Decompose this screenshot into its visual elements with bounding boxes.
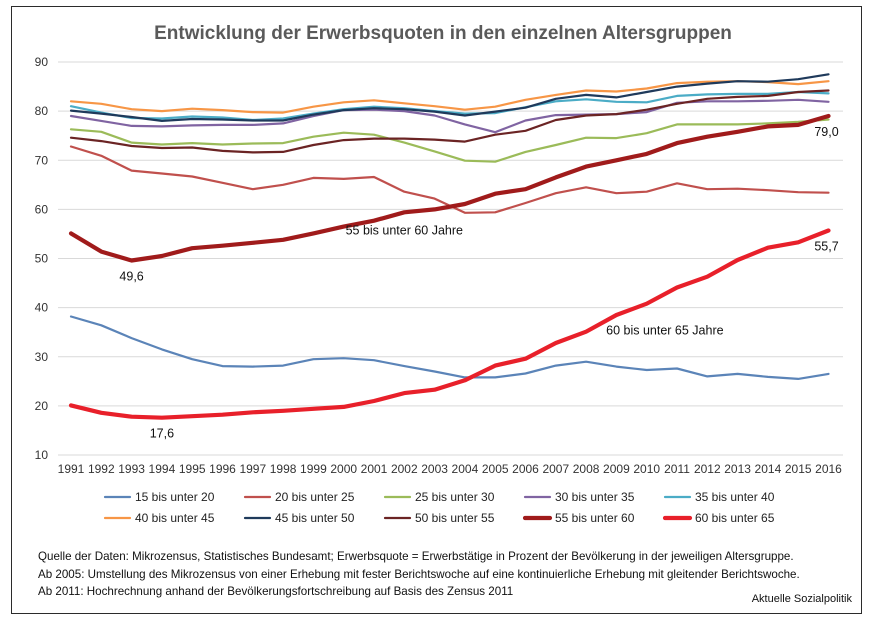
x-tick-label: 2001 [361,462,388,476]
legend: 15 bis unter 20 20 bis unter 25 25 bis unt… [103,490,775,525]
x-tick-label: 2012 [694,462,721,476]
data-annotation: 17,6 [150,427,174,441]
grid [58,61,843,456]
legend-label: 25 bis unter 30 [415,490,495,504]
x-tick-label: 1997 [239,462,266,476]
x-tick-label: 1992 [88,462,115,476]
x-tick-label: 2009 [603,462,630,476]
series-line [69,80,830,114]
series-line [68,113,831,263]
legend-label: 20 bis unter 25 [275,490,355,504]
y-tick-label: 20 [35,399,49,413]
x-tick-label: 1998 [270,462,297,476]
legend-label: 45 bis unter 50 [275,511,355,525]
x-tick-label: 2005 [482,462,509,476]
y-tick-label: 50 [35,252,49,266]
x-tick-label: 2008 [573,462,600,476]
legend-label: 15 bis unter 20 [135,490,215,504]
series-line [69,89,830,154]
x-tick-label: 2013 [724,462,751,476]
x-tick-label: 1994 [149,462,176,476]
legend-label: 35 bis unter 40 [695,490,775,504]
x-tick-label: 1999 [300,462,327,476]
chart-title: Entwicklung der Erwerbsquoten in den ein… [154,23,732,44]
series-line [69,118,830,163]
y-tick-label: 30 [35,350,49,364]
note-source: Quelle der Daten: Mikrozensus, Statistis… [38,550,794,563]
note-2011: Ab 2011: Hochrechnung anhand der Bevölke… [38,585,514,599]
data-annotation: 55,7 [814,239,838,253]
series-line [69,315,830,380]
y-tick-label: 70 [35,153,49,167]
x-tick-label: 2006 [512,462,539,476]
x-tick-label: 2007 [542,462,569,476]
x-tick-label: 2016 [815,462,842,476]
series-line [69,73,830,122]
y-tick-label: 40 [35,301,49,315]
series-lines [68,73,831,420]
y-tick-label: 10 [35,448,49,462]
x-tick-label: 2002 [391,462,418,476]
x-tick-label: 2010 [633,462,660,476]
x-tick-label: 1993 [118,462,145,476]
note-2005: Ab 2005: Umstellung des Mikrozensus von … [38,567,800,581]
y-tick-label: 90 [35,55,49,69]
legend-label: 40 bis unter 45 [135,511,215,525]
x-tick-label: 1996 [209,462,236,476]
x-tick-label: 2004 [452,462,479,476]
legend-label: 30 bis unter 35 [555,490,635,504]
x-tick-label: 1991 [58,462,85,476]
data-annotation: 60 bis unter 65 Jahre [606,324,723,338]
series-line [69,98,830,134]
x-tick-label: 2015 [785,462,812,476]
legend-label: 50 bis unter 55 [415,511,495,525]
series-line [69,90,830,122]
data-annotation: 55 bis unter 60 Jahre [346,223,463,237]
legend-label: 60 bis unter 65 [695,511,775,525]
annotations: 49,6 17,6 79,0 55,7 55 bis unter 60 Jahre 60 … [119,125,838,441]
x-tick-label: 2000 [330,462,357,476]
y-tick-label: 60 [35,202,49,216]
x-tick-label: 2003 [421,462,448,476]
y-tick-label: 80 [35,104,49,118]
data-annotation: 49,6 [119,269,143,283]
x-tick-label: 2011 [664,462,690,476]
source-notes: Quelle der Daten: Mikrozensus, Statistis… [38,548,848,601]
legend-label: 55 bis unter 60 [555,511,635,525]
credit: Aktuelle Sozialpolitik [751,593,852,605]
series-line [68,228,831,420]
x-tick-label: 1995 [179,462,206,476]
x-tick-label: 2014 [755,462,782,476]
data-annotation: 79,0 [814,125,838,139]
